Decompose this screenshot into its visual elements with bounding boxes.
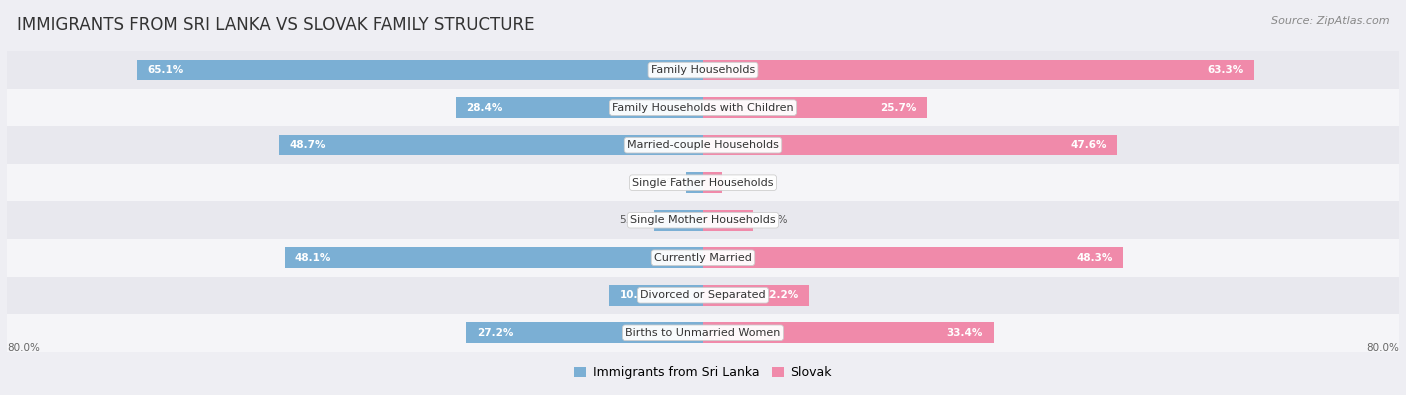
Bar [7, 89, 1399, 126]
Text: 48.1%: 48.1% [295, 253, 332, 263]
Bar [7, 201, 1399, 239]
Text: 80.0%: 80.0% [1367, 343, 1399, 354]
Text: 27.2%: 27.2% [477, 328, 513, 338]
Text: 33.4%: 33.4% [946, 328, 983, 338]
Text: Single Father Households: Single Father Households [633, 178, 773, 188]
Bar [686, 172, 703, 193]
Bar [284, 247, 703, 268]
Text: Divorced or Separated: Divorced or Separated [640, 290, 766, 300]
Text: 2.2%: 2.2% [731, 178, 758, 188]
Text: 28.4%: 28.4% [467, 103, 503, 113]
Text: 47.6%: 47.6% [1070, 140, 1107, 150]
Text: 10.8%: 10.8% [620, 290, 655, 300]
Text: 63.3%: 63.3% [1206, 65, 1243, 75]
Bar [609, 285, 703, 306]
Bar [7, 51, 1399, 89]
Bar [7, 276, 1399, 314]
Bar [7, 314, 1399, 352]
Bar [703, 97, 927, 118]
Bar [467, 322, 703, 343]
Text: 65.1%: 65.1% [148, 65, 183, 75]
Bar [7, 126, 1399, 164]
Bar [7, 164, 1399, 201]
Bar [703, 210, 752, 231]
Bar [703, 247, 1123, 268]
Text: Currently Married: Currently Married [654, 253, 752, 263]
Text: Married-couple Households: Married-couple Households [627, 140, 779, 150]
Bar [703, 60, 1254, 81]
Bar [654, 210, 703, 231]
Bar [703, 285, 808, 306]
Text: IMMIGRANTS FROM SRI LANKA VS SLOVAK FAMILY STRUCTURE: IMMIGRANTS FROM SRI LANKA VS SLOVAK FAMI… [17, 16, 534, 34]
Legend: Immigrants from Sri Lanka, Slovak: Immigrants from Sri Lanka, Slovak [569, 361, 837, 384]
Bar [7, 239, 1399, 276]
Text: 5.6%: 5.6% [619, 215, 645, 225]
Text: 48.7%: 48.7% [290, 140, 326, 150]
Text: 25.7%: 25.7% [880, 103, 917, 113]
Text: Single Mother Households: Single Mother Households [630, 215, 776, 225]
Text: 2.0%: 2.0% [651, 178, 676, 188]
Text: Source: ZipAtlas.com: Source: ZipAtlas.com [1271, 16, 1389, 26]
Bar [703, 135, 1118, 156]
Bar [280, 135, 703, 156]
Bar [703, 172, 723, 193]
Text: Births to Unmarried Women: Births to Unmarried Women [626, 328, 780, 338]
Text: 48.3%: 48.3% [1077, 253, 1112, 263]
Text: 5.7%: 5.7% [761, 215, 787, 225]
Text: 80.0%: 80.0% [7, 343, 39, 354]
Text: Family Households with Children: Family Households with Children [612, 103, 794, 113]
Bar [703, 322, 994, 343]
Bar [456, 97, 703, 118]
Bar [136, 60, 703, 81]
Text: Family Households: Family Households [651, 65, 755, 75]
Text: 12.2%: 12.2% [762, 290, 799, 300]
